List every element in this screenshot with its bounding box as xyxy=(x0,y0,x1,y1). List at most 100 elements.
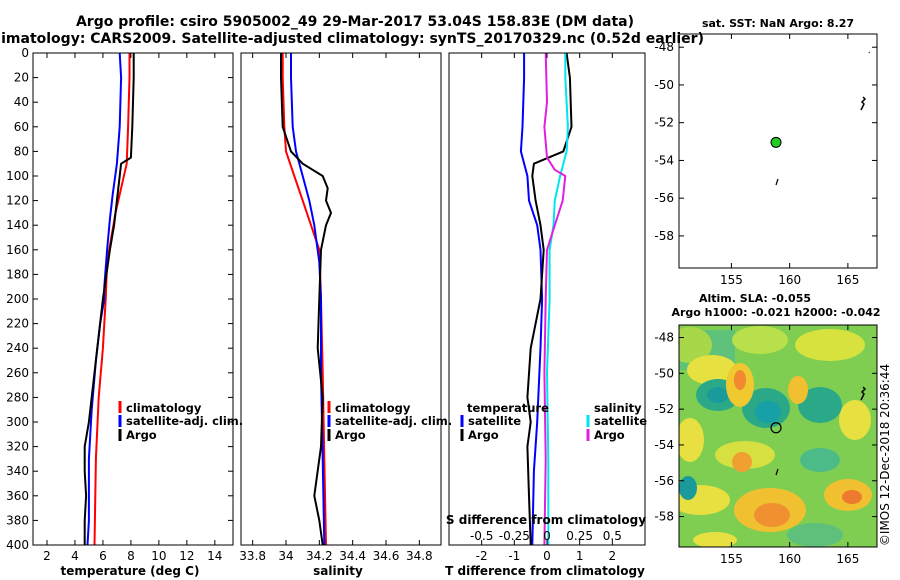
x-tick-label: 33.8 xyxy=(239,549,266,563)
x-tick-label: 34.2 xyxy=(306,549,333,563)
s-difference-xlabel: S difference from climatology xyxy=(446,513,646,527)
depth-tick-label: 160 xyxy=(6,243,29,257)
temperature-panel: 2 4 6 8 10 12 14 0 20 40 60 80 100 120 140 160 180 200 22… xyxy=(6,46,243,578)
x-tick-label: 34 xyxy=(278,549,293,563)
s-diff-tick-label: -0.25 xyxy=(499,529,530,543)
sla-blob xyxy=(679,327,712,363)
sla-map-subtitle: Argo h1000: -0.021 h2000: -0.042 xyxy=(671,306,880,319)
legend-satellite: satellite-adj. clim. xyxy=(126,414,243,428)
series-line-climatology xyxy=(93,53,131,546)
lat-tick-label: -56 xyxy=(654,191,674,205)
legend-argo: Argo xyxy=(335,428,366,442)
temperature-xlabel: temperature (deg C) xyxy=(61,564,200,578)
salinity-panel: 33.8 34 34.2 34.4 34.6 34.8 salinity climatol… xyxy=(239,52,452,578)
lon-tick-label: 155 xyxy=(720,273,743,287)
sla-blob xyxy=(839,400,871,440)
lat-tick-label: -58 xyxy=(654,510,674,524)
difference-legend: temperature satellite Argo salinity sate… xyxy=(460,401,647,442)
x-tick-label: 0 xyxy=(543,549,551,563)
series-line-satellite-adj-clim- xyxy=(86,52,123,546)
depth-tick-label: 320 xyxy=(6,440,29,454)
salinity-legend: climatology satellite-adj. clim. Argo xyxy=(327,401,452,442)
sla-blob xyxy=(732,452,752,472)
lat-tick-label: -52 xyxy=(654,402,674,416)
x-tick-label: -2 xyxy=(476,549,488,563)
island-outline xyxy=(775,468,779,476)
depth-tick-label: 240 xyxy=(6,341,29,355)
figure-title-line2: Climatology: CARS2009. Satellite-adjuste… xyxy=(0,31,704,47)
lat-tick-label: -50 xyxy=(654,78,674,92)
x-tick-label: 2 xyxy=(609,549,617,563)
sst-map-panel: sat. SST: NaN Argo: 8.27 155 160 165 -48 -5… xyxy=(654,17,878,287)
lat-tick-label: -54 xyxy=(654,438,674,452)
sla-map-frame xyxy=(678,324,878,548)
legend-climatology: climatology xyxy=(335,401,411,415)
legend-climatology: climatology xyxy=(126,401,202,415)
lat-tick-label: -58 xyxy=(654,229,674,243)
x-tick-label: 34.4 xyxy=(339,549,366,563)
depth-tick-label: 220 xyxy=(6,317,29,331)
sla-blob xyxy=(754,503,790,527)
imos-watermark: ©IMOS 12-Dec-2018 20:36:44 xyxy=(878,364,892,546)
argo-position-marker xyxy=(770,422,782,434)
depth-tick-label: 40 xyxy=(14,95,29,109)
sst-map-title: sat. SST: NaN Argo: 8.27 xyxy=(702,17,854,30)
salinity-xlabel: salinity xyxy=(313,564,363,578)
sla-blob xyxy=(755,401,781,423)
sla-blob xyxy=(687,355,737,385)
lon-tick-label: 155 xyxy=(720,552,743,566)
sla-blob xyxy=(734,370,746,390)
depth-tick-label: 140 xyxy=(6,218,29,232)
legend-satellite: satellite-adj. clim. xyxy=(335,414,452,428)
temperature-legend: climatology satellite-adj. clim. Argo xyxy=(118,401,243,442)
island-outline xyxy=(860,386,867,401)
depth-tick-label: 300 xyxy=(6,415,29,429)
figure-title-line1: Argo profile: csiro 5905002_49 29-Mar-20… xyxy=(76,14,634,30)
argo-position-marker xyxy=(770,136,782,148)
difference-panel: -2 -1 0 1 2 -0.5 -0.25 0 0.25 0.5 T difference f… xyxy=(445,52,647,578)
series-line-t-satellite xyxy=(519,53,544,546)
depth-tick-label: 0 xyxy=(21,46,29,60)
lon-tick-label: 165 xyxy=(836,273,859,287)
depth-tick-label: 260 xyxy=(6,366,29,380)
series-line-s-satellite xyxy=(546,53,569,545)
lat-tick-label: -50 xyxy=(654,366,674,380)
island-outline xyxy=(860,96,867,111)
legend-argo: Argo xyxy=(126,428,157,442)
sla-blob xyxy=(693,532,737,547)
depth-tick-label: 280 xyxy=(6,390,29,404)
legend-temperature-title: temperature xyxy=(467,401,549,415)
x-tick-label: 14 xyxy=(207,549,222,563)
series-line-climatology xyxy=(281,53,327,546)
sla-blob xyxy=(787,523,843,547)
land-fragment xyxy=(868,51,871,54)
x-tick-label: 4 xyxy=(71,549,79,563)
island-outline xyxy=(775,178,779,186)
sla-blob xyxy=(679,476,697,500)
lon-tick-label: 165 xyxy=(836,552,859,566)
x-tick-label: 34.8 xyxy=(406,549,433,563)
lat-tick-label: -48 xyxy=(654,40,674,54)
depth-tick-label: 400 xyxy=(6,538,29,552)
x-tick-label: 8 xyxy=(127,549,135,563)
sla-map-title: Altim. SLA: -0.055 xyxy=(699,292,811,305)
sla-blob xyxy=(800,448,840,472)
lon-tick-label: 160 xyxy=(778,552,801,566)
sla-blob xyxy=(732,326,788,354)
lat-tick-label: -48 xyxy=(654,331,674,345)
depth-tick-label: 380 xyxy=(6,513,29,527)
depth-tick-label: 200 xyxy=(6,292,29,306)
depth-tick-label: 360 xyxy=(6,489,29,503)
depth-tick-label: 20 xyxy=(14,71,29,85)
x-tick-label: 1 xyxy=(576,549,584,563)
depth-tick-label: 120 xyxy=(6,194,29,208)
s-diff-tick-label: 0.25 xyxy=(566,529,593,543)
salinity-axes-frame xyxy=(240,52,442,546)
lat-tick-label: -54 xyxy=(654,153,674,167)
legend-t-argo: Argo xyxy=(468,428,499,442)
sla-heatmap-field xyxy=(679,325,877,547)
x-tick-label: 12 xyxy=(179,549,194,563)
depth-tick-label: 100 xyxy=(6,169,29,183)
x-tick-label: 10 xyxy=(151,549,166,563)
